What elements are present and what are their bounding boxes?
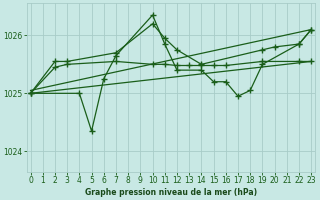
X-axis label: Graphe pression niveau de la mer (hPa): Graphe pression niveau de la mer (hPa) (85, 188, 257, 197)
